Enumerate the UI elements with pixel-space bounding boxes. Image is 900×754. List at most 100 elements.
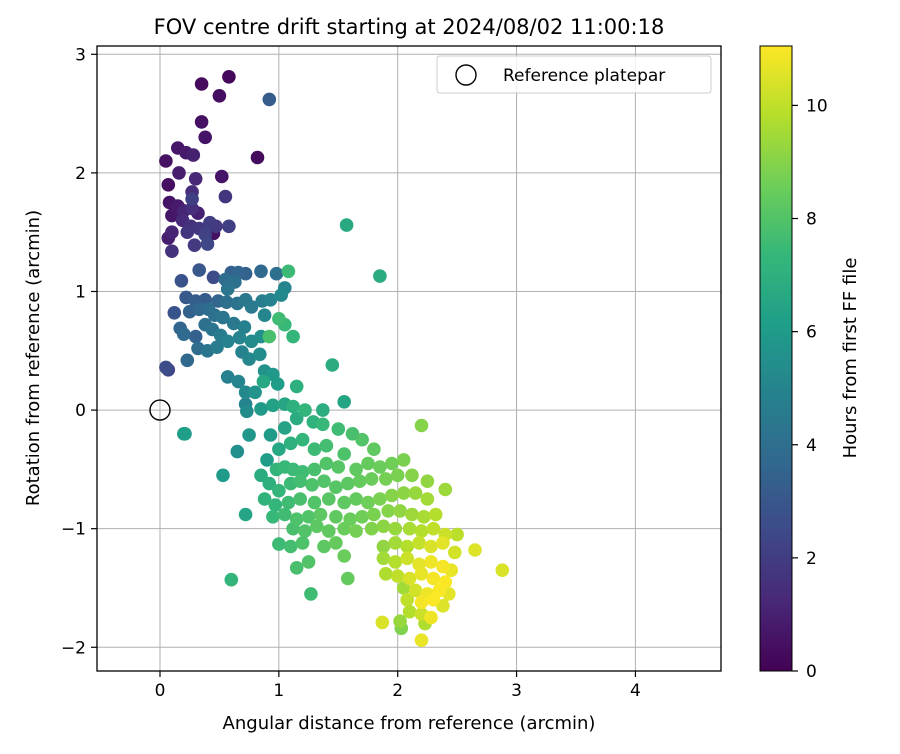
data-point	[402, 571, 417, 586]
data-point	[165, 244, 179, 258]
data-point	[272, 483, 286, 498]
colorbar-gradient	[759, 45, 793, 672]
data-point	[426, 593, 441, 607]
data-point	[232, 330, 247, 345]
data-point	[218, 189, 233, 204]
data-point	[316, 403, 330, 417]
x-tick-label: 2	[392, 681, 403, 701]
colorbar-tick-label: 4	[806, 436, 817, 456]
data-point	[194, 115, 209, 129]
data-point	[393, 504, 407, 518]
data-point	[165, 225, 179, 239]
data-point	[242, 352, 256, 366]
data-point	[278, 507, 292, 522]
data-point	[307, 462, 322, 477]
data-point	[316, 417, 330, 432]
plot-frame	[96, 45, 722, 672]
data-point	[174, 274, 189, 288]
data-point	[376, 539, 391, 554]
data-point	[381, 504, 396, 518]
colorbar-tick-label: 10	[806, 96, 828, 116]
data-point	[263, 293, 278, 307]
data-point	[203, 215, 217, 230]
data-point	[436, 559, 450, 574]
data-point	[319, 456, 334, 471]
x-tick-label: 4	[630, 681, 641, 701]
data-point	[364, 521, 379, 536]
data-point	[376, 551, 391, 566]
data-point	[424, 539, 438, 554]
data-point	[185, 201, 199, 216]
data-point	[349, 524, 363, 538]
data-point	[301, 555, 316, 569]
data-point	[192, 302, 206, 317]
data-point	[262, 476, 277, 491]
data-point	[177, 327, 191, 342]
data-point	[385, 456, 399, 471]
data-point	[281, 264, 296, 279]
x-tick-label: 3	[511, 681, 522, 701]
data-point	[385, 488, 399, 503]
data-point	[450, 527, 464, 542]
grid-lines	[97, 46, 721, 671]
data-point	[355, 510, 369, 524]
data-point	[400, 551, 415, 566]
data-point	[187, 238, 202, 252]
data-point	[390, 569, 405, 583]
legend-reference-marker	[455, 64, 477, 86]
data-point	[373, 460, 387, 474]
data-point	[188, 329, 203, 344]
data-point	[420, 492, 435, 506]
data-point	[424, 610, 438, 625]
data-point	[367, 442, 381, 457]
data-point	[212, 89, 227, 103]
data-point	[367, 507, 381, 522]
data-point	[266, 510, 280, 524]
data-point	[254, 402, 268, 416]
data-point	[307, 495, 322, 510]
data-point	[248, 385, 262, 400]
data-point	[286, 399, 300, 414]
data-point	[250, 150, 265, 165]
data-point	[424, 555, 438, 569]
data-point	[298, 403, 312, 417]
data-points	[159, 70, 510, 647]
data-point	[295, 536, 310, 550]
data-point	[304, 587, 318, 601]
data-point	[305, 478, 319, 492]
data-point	[219, 295, 234, 310]
colorbar: 0 2 4 6 8 10 Hours from first FF file	[759, 45, 861, 682]
data-point	[414, 567, 429, 581]
data-point	[341, 571, 355, 586]
data-point	[352, 474, 367, 489]
data-point	[412, 536, 426, 550]
data-point	[331, 422, 346, 436]
data-point	[448, 545, 462, 560]
data-point	[436, 536, 450, 550]
data-point	[281, 495, 296, 510]
data-point	[364, 472, 379, 486]
data-point	[322, 492, 336, 506]
data-point	[254, 264, 268, 279]
data-point	[379, 567, 393, 581]
data-point	[289, 379, 304, 394]
data-point	[329, 480, 343, 495]
data-point	[317, 474, 331, 489]
data-point	[414, 524, 429, 538]
data-point	[262, 329, 277, 344]
y-tick-label: 0	[75, 401, 86, 421]
y-axis-label: Rotation from reference (arcmin)	[23, 210, 44, 506]
colorbar-tick-label: 6	[806, 323, 817, 343]
data-point	[405, 507, 419, 522]
data-point	[325, 358, 340, 372]
data-point	[283, 436, 298, 451]
data-point	[254, 468, 268, 483]
data-point	[272, 312, 286, 326]
data-point	[349, 492, 363, 506]
data-point	[186, 148, 201, 162]
data-point	[270, 377, 285, 391]
x-tick-label: 1	[273, 681, 284, 701]
data-point	[263, 428, 278, 442]
